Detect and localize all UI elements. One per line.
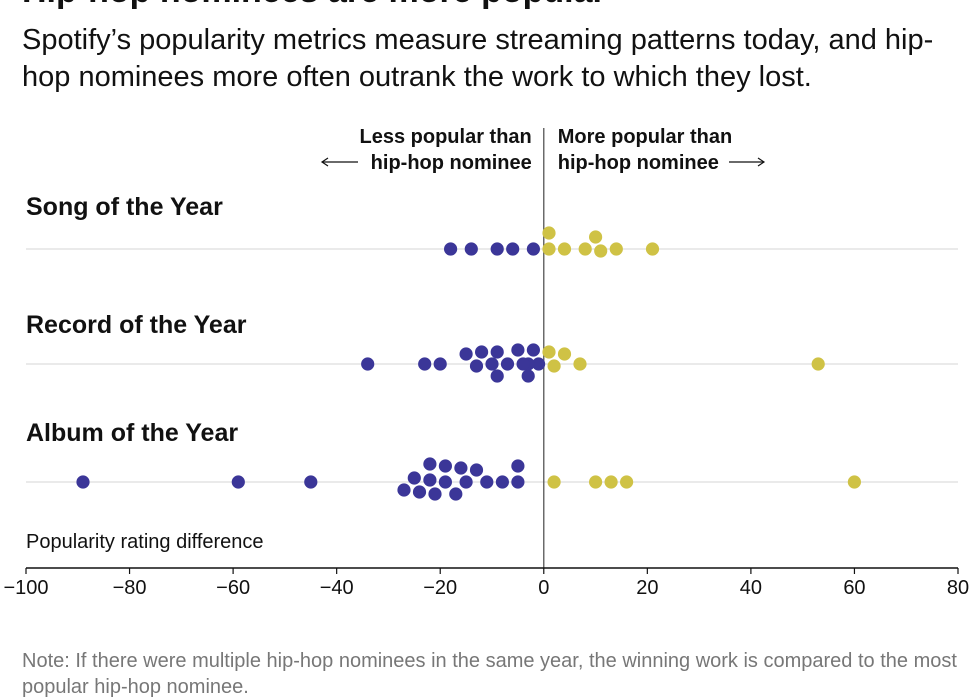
point-less-popular (438, 459, 452, 473)
point-less-popular (490, 242, 504, 256)
x-tick-label: 0 (538, 577, 549, 599)
x-tick-label: −20 (423, 577, 457, 599)
point-less-popular (423, 457, 437, 471)
point-less-popular (469, 463, 484, 477)
point-more-popular (594, 244, 608, 258)
point-less-popular (475, 345, 489, 359)
point-less-popular (361, 357, 375, 371)
x-tick-label: 60 (843, 577, 865, 599)
right-arrow-head-icon (757, 157, 766, 167)
point-more-popular (557, 347, 572, 361)
point-more-popular (645, 242, 660, 256)
point-less-popular (516, 357, 530, 371)
point-less-popular (459, 347, 473, 361)
point-less-popular (449, 487, 463, 501)
point-less-popular (532, 357, 546, 371)
x-axis: −100 −80 −60 −40 −20 0 20 40 60 80 (3, 567, 969, 599)
chart-subtitle: Spotify’s popularity metrics measure str… (22, 24, 934, 93)
point-less-popular (304, 475, 318, 489)
point-less-popular (511, 459, 525, 473)
point-more-popular (547, 475, 561, 489)
footnote: Note: If there were multiple hip-hop nom… (22, 650, 957, 698)
point-less-popular (526, 343, 541, 357)
point-more-popular (811, 357, 825, 371)
more-popular-label-line2: hip-hop nominee (558, 152, 719, 174)
point-more-popular (542, 345, 556, 359)
point-more-popular (589, 475, 603, 489)
less-popular-label-line2: hip-hop nominee (371, 152, 532, 174)
point-less-popular (511, 343, 525, 357)
point-less-popular (511, 475, 525, 489)
point-less-popular (76, 475, 90, 489)
point-less-popular (423, 473, 437, 487)
point-less-popular (454, 461, 468, 475)
point-more-popular (847, 475, 862, 489)
point-less-popular (521, 369, 535, 383)
page-title: Hip-hop nominees are more popular (22, 0, 606, 8)
point-less-popular (464, 242, 478, 256)
more-popular-label-line1: More popular than (558, 126, 732, 148)
point-less-popular (506, 242, 520, 256)
x-tick-label: 40 (740, 577, 762, 599)
point-more-popular (604, 475, 618, 489)
group-label: Album of the Year (26, 419, 238, 447)
point-less-popular (469, 359, 484, 373)
point-less-popular (418, 357, 432, 371)
x-tick-label: −80 (113, 577, 147, 599)
x-tick-label: 80 (947, 577, 969, 599)
group-label: Song of the Year (26, 193, 223, 221)
point-more-popular (573, 357, 587, 371)
point-less-popular (500, 357, 515, 371)
less-popular-label-line1: Less popular than (360, 126, 532, 148)
direction-labels: Less popular than hip-hop nominee More p… (320, 126, 766, 174)
point-more-popular (620, 475, 634, 489)
point-less-popular (231, 475, 245, 489)
point-less-popular (412, 485, 427, 499)
point-more-popular (578, 242, 592, 256)
group-label: Record of the Year (26, 311, 247, 339)
point-more-popular (609, 242, 623, 256)
point-more-popular (589, 230, 603, 244)
x-tick-label: 20 (636, 577, 658, 599)
point-more-popular (542, 242, 556, 256)
point-less-popular (490, 369, 504, 383)
left-arrow-head-icon (320, 157, 329, 167)
point-less-popular (495, 475, 509, 489)
point-less-popular (459, 475, 473, 489)
beeswarm-chart: Less popular than hip-hop nominee More p… (3, 126, 969, 599)
point-less-popular (428, 487, 442, 501)
groups-layer: Song of the Year Record of the Year Album … (26, 193, 862, 501)
point-less-popular (485, 357, 499, 371)
point-less-popular (397, 483, 411, 497)
point-less-popular (438, 475, 452, 489)
x-axis-title: Popularity rating difference (26, 531, 264, 553)
x-tick-label: −60 (216, 577, 250, 599)
point-more-popular (557, 242, 572, 256)
point-less-popular (480, 475, 494, 489)
point-less-popular (433, 357, 447, 371)
point-less-popular (444, 242, 458, 256)
point-less-popular (490, 345, 504, 359)
point-more-popular (547, 359, 561, 373)
point-less-popular (407, 471, 421, 485)
x-tick-label: −100 (3, 577, 48, 599)
point-more-popular (542, 226, 556, 240)
x-tick-label: −40 (320, 577, 354, 599)
point-less-popular (526, 242, 541, 256)
